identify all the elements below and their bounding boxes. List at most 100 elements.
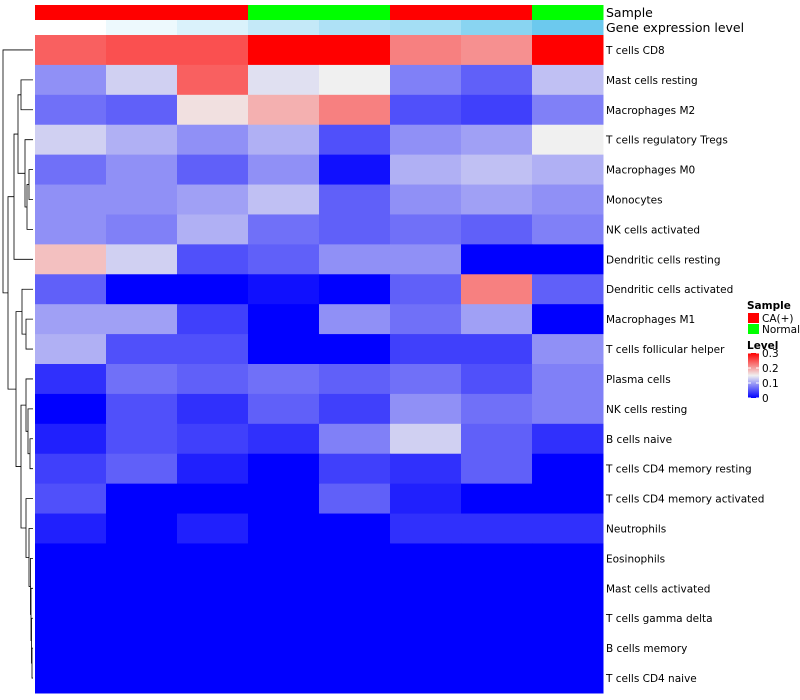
heatmap-cell: [35, 393, 107, 425]
heatmap-cell: [106, 154, 178, 186]
level-legend-title: Level: [747, 340, 778, 352]
heatmap-cell: [177, 244, 249, 275]
row-label: Dendritic cells resting: [606, 254, 721, 266]
heatmap-cell: [319, 244, 391, 275]
heatmap-cell: [106, 663, 178, 694]
heatmap-cell: [390, 94, 462, 126]
heatmap-cell: [532, 663, 604, 694]
heatmap-cell: [390, 513, 462, 544]
heatmap-cell: [461, 543, 533, 574]
dendrogram-branch: [25, 378, 33, 432]
heatmap-cell: [106, 423, 178, 455]
heatmap-cell: [461, 573, 533, 604]
heatmap-cell: [177, 513, 249, 544]
dendrogram-branch: [20, 404, 26, 529]
heatmap-cell: [319, 573, 391, 604]
sample-legend-title: Sample: [747, 300, 791, 312]
heatmap-cell: [106, 304, 178, 335]
heatmap-cell: [461, 334, 533, 365]
row-labels: T cells CD8 Mast cells resting Macrophages…: [605, 45, 764, 685]
heatmap-cell: [35, 94, 107, 126]
heatmap-cell: [35, 304, 107, 335]
heatmap-cell: [106, 64, 178, 96]
heatmap-cell: [248, 573, 320, 604]
annotation-label: Sample: [606, 5, 653, 20]
heatmap-cell: [106, 214, 178, 245]
sample-legend-swatch: [748, 313, 759, 323]
heatmap-cell: [106, 274, 178, 305]
heatmap-cell: [248, 124, 320, 156]
dendrogram-branch: [13, 133, 33, 260]
heatmap-cell: [532, 423, 604, 455]
heatmap-cell: [390, 214, 462, 245]
heatmap-cell: [532, 543, 604, 574]
heatmap-cell: [390, 334, 462, 365]
heatmap-cell: [319, 603, 391, 634]
heatmap-cell: [35, 274, 107, 305]
row-label: Macrophages M1: [606, 314, 695, 326]
dendrogram-branch: [30, 558, 33, 615]
dendrogram-branch: [2, 49, 33, 294]
heatmap-cell: [319, 274, 391, 305]
heatmap-cell: [461, 64, 533, 96]
dendrogram-branch: [27, 408, 33, 455]
level-tick-label: 0.1: [762, 378, 779, 390]
heatmap-cell: [461, 663, 533, 694]
heatmap-cell: [390, 124, 462, 156]
heatmap-cell: [177, 94, 249, 126]
heatmap-cell: [177, 364, 249, 395]
heatmap-cell: [35, 214, 107, 245]
heatmap-cell: [177, 543, 249, 574]
heatmap-cell: [532, 334, 604, 365]
sample-legend-label: Normal: [762, 324, 800, 336]
row-label: Dendritic cells activated: [606, 284, 733, 296]
heatmap-cell: [390, 423, 462, 455]
row-label: NK cells activated: [606, 224, 700, 236]
heatmap-cell: [319, 543, 391, 574]
heatmap-cell: [461, 274, 533, 305]
heatmap-cell: [177, 35, 249, 66]
heatmap-cell: [248, 393, 320, 425]
heatmap-cell: [390, 663, 462, 694]
dendrogram-branch: [25, 498, 33, 558]
heatmap-cell: [532, 573, 604, 604]
expression-annotation-cell: [532, 20, 604, 35]
heatmap-cell: [35, 513, 107, 544]
expression-annotation-cell: [390, 20, 462, 35]
heatmap-cell: [248, 364, 320, 395]
heatmap-cell: [390, 274, 462, 305]
heatmap-cell: [532, 124, 604, 156]
heatmap-cell: [390, 483, 462, 515]
heatmap-cell: [532, 304, 604, 335]
heatmap-cell: [248, 543, 320, 574]
sample-legend-label: CA(+): [762, 313, 794, 325]
sample-annotation-cell: [461, 5, 533, 20]
heatmap-cell: [35, 543, 107, 574]
heatmap-cell: [319, 663, 391, 694]
heatmap-cell: [461, 483, 533, 515]
row-label: T cells CD4 naive: [605, 673, 697, 685]
heatmap-cell: [461, 513, 533, 544]
heatmap-cell: [461, 393, 533, 425]
heatmap-cell: [461, 453, 533, 485]
heatmap-cell: [532, 364, 604, 395]
heatmap-cell: [532, 513, 604, 544]
row-label: T cells CD4 memory resting: [605, 464, 752, 476]
row-label: B cells memory: [606, 643, 687, 655]
heatmap-cell: [106, 603, 178, 634]
heatmap-cell: [390, 393, 462, 425]
heatmap-cell: [35, 633, 107, 664]
dendrogram-branch: [21, 288, 33, 335]
heatmap-cell: [106, 573, 178, 604]
heatmap-cell: [319, 94, 391, 126]
dendrogram-branch: [25, 318, 33, 350]
heatmap-cells: [35, 35, 604, 694]
heatmap-cell: [319, 483, 391, 515]
heatmap-cell: [319, 453, 391, 485]
heatmap-cell: [532, 184, 604, 215]
heatmap-cell: [35, 573, 107, 604]
dendrogram-branch: [29, 438, 33, 470]
heatmap-cell: [248, 603, 320, 634]
heatmap-cell: [248, 35, 320, 66]
